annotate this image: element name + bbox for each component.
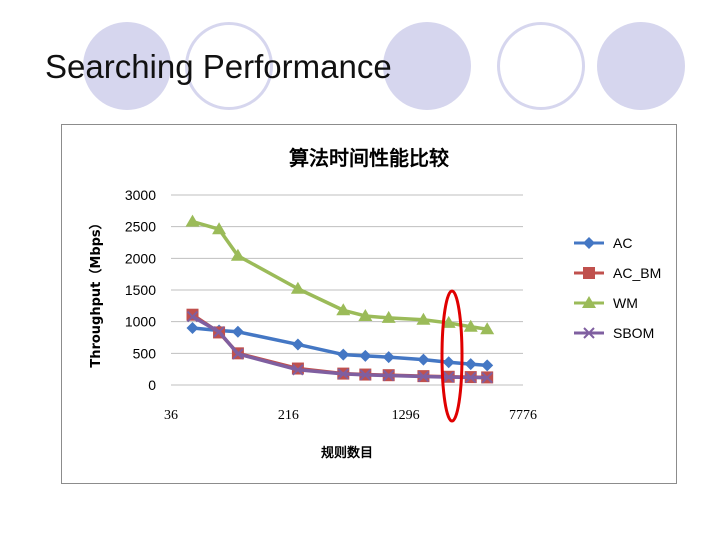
marker-diamond <box>417 353 430 366</box>
marker-square <box>583 267 595 279</box>
marker-x <box>382 369 395 382</box>
marker-diamond <box>231 325 244 338</box>
y-tick-label: 2500 <box>125 219 156 235</box>
grid-lines <box>171 194 523 386</box>
marker-triangle <box>185 214 200 227</box>
marker-diamond <box>337 348 350 361</box>
marker-x <box>583 327 595 339</box>
legend: AC AC_BM WM SBOM <box>574 235 661 341</box>
y-tick-label: 0 <box>148 377 156 393</box>
decor-circle-3 <box>383 22 471 110</box>
legend-label: SBOM <box>613 325 654 341</box>
chart: 算法时间性能比较 0 500 1000 1500 2000 2500 3000 36 216 1… <box>88 146 661 461</box>
decor-circle-5 <box>597 22 685 110</box>
chart-frame: 算法时间性能比较 0 500 1000 1500 2000 2500 3000 36 216 1… <box>61 124 677 484</box>
x-tick-label: 36 <box>164 408 178 423</box>
marker-x <box>186 310 199 323</box>
marker-diamond <box>481 359 494 372</box>
series-wm <box>185 214 495 335</box>
legend-item: WM <box>574 295 638 311</box>
y-tick-label: 3000 <box>125 187 156 203</box>
decor-circle-1 <box>83 22 171 110</box>
marker-triangle <box>463 319 478 332</box>
marker-diamond <box>291 338 304 351</box>
decor-circle-4 <box>497 22 585 110</box>
y-tick-label: 1500 <box>125 282 156 298</box>
x-tick-label: 216 <box>278 408 299 423</box>
y-axis-label: Throughput（Mbps） <box>88 216 104 367</box>
marker-x <box>465 371 477 384</box>
marker-triangle <box>290 281 305 294</box>
chart-title: 算法时间性能比较 <box>289 146 449 170</box>
marker-diamond <box>583 237 595 249</box>
x-tick-label: 1296 <box>392 408 420 423</box>
marker-triangle <box>358 308 373 321</box>
y-tick-label: 2000 <box>125 250 156 266</box>
marker-triangle <box>336 303 351 316</box>
marker-diamond <box>442 356 455 369</box>
decor-circle-2 <box>185 22 273 110</box>
marker-diamond <box>382 351 395 364</box>
x-axis-ticks: 36 216 1296 7776 <box>164 408 537 423</box>
marker-x <box>359 369 372 381</box>
marker-triangle <box>582 296 596 308</box>
marker-diamond <box>186 322 199 334</box>
legend-item: AC_BM <box>574 265 661 281</box>
marker-diamond <box>359 349 372 362</box>
marker-x <box>213 326 225 338</box>
marker-triangle <box>381 310 396 323</box>
legend-label: WM <box>613 295 638 311</box>
y-tick-label: 1000 <box>125 314 156 330</box>
y-axis-ticks: 0 500 1000 1500 2000 2500 3000 <box>125 187 156 393</box>
x-axis-label: 规则数目 <box>321 445 373 461</box>
marker-x <box>417 370 430 383</box>
marker-x <box>481 372 493 384</box>
slide-title: Searching Performance <box>45 48 392 85</box>
marker-triangle <box>212 222 227 235</box>
legend-label: AC <box>613 235 632 251</box>
series-layer <box>185 214 495 384</box>
marker-triangle <box>480 322 495 335</box>
x-tick-label: 7776 <box>509 408 537 423</box>
marker-diamond <box>464 358 477 371</box>
marker-triangle <box>230 248 245 261</box>
y-tick-label: 500 <box>133 345 157 361</box>
legend-item: AC <box>574 235 632 251</box>
marker-x <box>337 368 350 380</box>
marker-triangle <box>416 312 431 325</box>
marker-x <box>232 348 244 360</box>
legend-label: AC_BM <box>613 265 661 281</box>
marker-x <box>292 364 304 376</box>
legend-item: SBOM <box>574 325 654 341</box>
